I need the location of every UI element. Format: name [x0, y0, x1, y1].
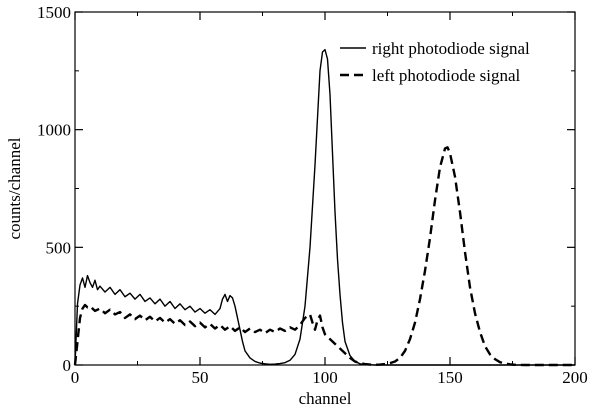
plot-frame: [75, 12, 575, 365]
y-axis-ticks: 0 500 1000 1500: [37, 3, 575, 375]
x-tick-label: 100: [312, 368, 338, 387]
y-tick-label: 1000: [37, 121, 71, 140]
series-line-left-photodiode: [75, 147, 575, 365]
plot-area: [75, 12, 575, 365]
legend-label-right-photodiode: right photodiode signal: [372, 39, 530, 58]
x-tick-label: 0: [71, 368, 80, 387]
y-tick-label: 1500: [37, 3, 71, 22]
x-tick-label: 150: [437, 368, 463, 387]
x-axis-label: channel: [299, 389, 352, 408]
x-tick-label: 200: [562, 368, 588, 387]
x-tick-label: 50: [192, 368, 209, 387]
legend: right photodiode signal left photodiode …: [340, 39, 530, 85]
legend-label-left-photodiode: left photodiode signal: [372, 66, 521, 85]
y-axis-label: counts/channel: [5, 137, 24, 239]
series-group: [75, 50, 575, 365]
y-tick-label: 0: [63, 356, 72, 375]
y-tick-label: 500: [46, 238, 72, 257]
